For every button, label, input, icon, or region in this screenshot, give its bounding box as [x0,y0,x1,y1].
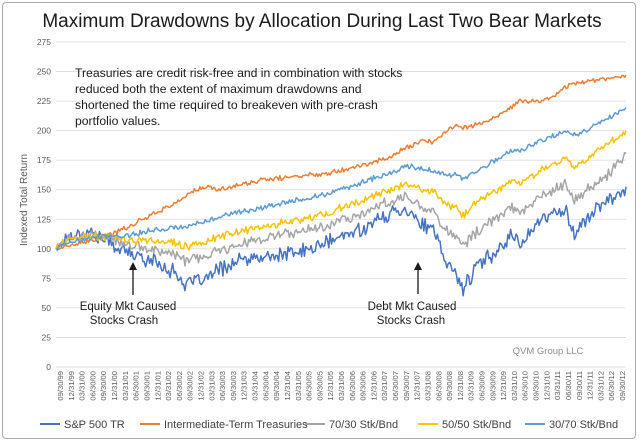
series-line-0 [55,186,627,297]
x-tick-label: 12/31/05 [326,371,335,401]
x-tick-label: 12/31/01 [153,371,162,401]
y-tick-label: 200 [37,126,51,136]
arrow-head-icon [129,262,137,270]
y-axis-tick-labels: 0 25 50 75 100 125 150 175 200 225 250 275 [37,37,51,372]
legend-label: 50/50 Stk/Bnd [442,419,511,431]
x-tick-label: 12/31/99 [67,371,76,401]
x-tick-label: 06/30/00 [88,371,97,401]
x-tick-label: 06/30/12 [607,371,616,401]
x-tick-label: 03/31/12 [596,371,605,401]
series-line-4 [55,106,627,252]
legend-label: Intermediate-Term Treasuries [164,419,308,431]
x-tick-label: 09/30/08 [445,371,454,401]
equity-crash-line-1: Equity Mkt Caused [80,301,177,313]
x-tick-label: 06/30/01 [132,371,141,401]
x-tick-label: 09/30/01 [142,371,151,401]
x-tick-label: 09/30/10 [532,371,541,401]
x-tick-label: 09/30/05 [315,371,324,401]
arrow-head-icon [414,262,422,270]
x-tick-label: 03/31/11 [553,371,562,400]
y-tick-label: 150 [37,185,51,195]
y-axis-label: Indexed Total Return [19,154,30,246]
x-tick-label: 12/31/10 [542,371,551,401]
series-line-1 [55,74,627,251]
y-tick-label: 225 [37,96,51,106]
credit-text: QVM Group LLC [513,346,584,357]
x-tick-label: 03/31/04 [251,371,260,401]
legend-label: 30/70 Stk/Bnd [549,419,618,431]
x-tick-label: 12/31/04 [283,371,292,401]
debt-crash-line-1: Debt Mkt Caused [368,301,457,313]
x-tick-label: 03/31/00 [78,371,87,401]
legend: S&P 500 TR Intermediate-Term Treasuries 70… [40,419,618,431]
x-tick-label: 09/30/12 [618,371,627,401]
x-tick-label: 03/31/05 [294,371,303,401]
x-tick-label: 03/31/10 [510,371,519,401]
x-tick-label: 03/31/09 [467,371,476,401]
legend-label: 70/30 Stk/Bnd [329,419,398,431]
y-tick-label: 0 [46,362,51,372]
annotation-equity-crash: Equity Mkt Caused Stocks Crash [80,262,177,327]
x-tick-label: 03/31/02 [164,371,173,401]
x-tick-label: 09/30/07 [402,371,411,401]
annotation-note: Treasuries are credit risk-free and in c… [75,66,402,128]
x-tick-label: 12/31/08 [456,371,465,401]
series-line-3 [55,130,627,251]
y-tick-label: 125 [37,214,51,224]
x-tick-label: 09/30/00 [99,371,108,401]
x-tick-label: 09/30/03 [229,371,238,401]
x-tick-label: 06/30/03 [218,371,227,401]
x-tick-label: 09/30/11 [575,371,584,400]
x-tick-label: 12/31/09 [499,371,508,401]
x-tick-label: 09/30/99 [56,371,65,401]
series-line-2 [55,151,627,267]
x-tick-label: 03/31/06 [337,371,346,401]
x-axis-tick-labels: 09/30/99 12/31/99 03/31/00 06/30/00 09/30/00… [56,371,627,401]
note-line-2: reduced both the extent of maximum drawd… [75,82,362,96]
x-tick-label: 06/30/08 [434,371,443,401]
chart-frame [2,2,636,439]
x-tick-label: 12/31/03 [240,371,249,401]
x-tick-label: 09/30/09 [488,371,497,401]
x-tick-label: 12/31/02 [197,371,206,401]
note-line-3: shortened the time required to breakeven… [75,98,378,112]
x-tick-label: 06/30/10 [521,371,530,401]
x-tick-label: 06/30/06 [348,371,357,401]
y-tick-label: 250 [37,67,51,77]
chart-title: Maximum Drawdowns by Allocation During L… [42,11,601,32]
y-tick-label: 275 [37,37,51,47]
x-tick-label: 12/31/07 [413,371,422,401]
y-tick-label: 175 [37,155,51,165]
y-tick-label: 100 [37,244,51,254]
x-tick-label: 06/30/07 [391,371,400,401]
x-tick-label: 06/30/05 [305,371,314,401]
annotation-debt-crash: Debt Mkt Caused Stocks Crash [368,262,457,327]
x-tick-label: 06/30/11 [564,371,573,400]
x-tick-label: 09/30/06 [359,371,368,401]
note-line-4: portfolio values. [75,114,160,128]
y-tick-label: 25 [42,332,52,342]
series-lines [55,74,627,297]
legend-label: S&P 500 TR [64,419,125,431]
note-line-1: Treasuries are credit risk-free and in c… [75,66,402,80]
debt-crash-line-2: Stocks Crash [377,315,445,327]
x-tick-label: 12/31/06 [369,371,378,401]
x-tick-label: 03/31/08 [423,371,432,401]
gridlines [56,41,626,368]
x-tick-label: 03/31/01 [121,371,130,401]
x-tick-label: 12/31/11 [586,371,595,400]
x-tick-label: 03/31/03 [207,371,216,401]
x-tick-label: 06/30/04 [261,371,270,401]
x-tick-label: 09/30/04 [272,371,281,401]
y-tick-label: 75 [42,273,52,283]
x-tick-label: 09/30/02 [186,371,195,401]
y-tick-label: 50 [42,303,52,313]
x-tick-label: 06/30/02 [175,371,184,401]
equity-crash-line-2: Stocks Crash [90,315,158,327]
x-tick-label: 12/31/00 [110,371,119,401]
x-tick-label: 06/30/09 [478,371,487,401]
x-tick-label: 03/31/07 [380,371,389,401]
